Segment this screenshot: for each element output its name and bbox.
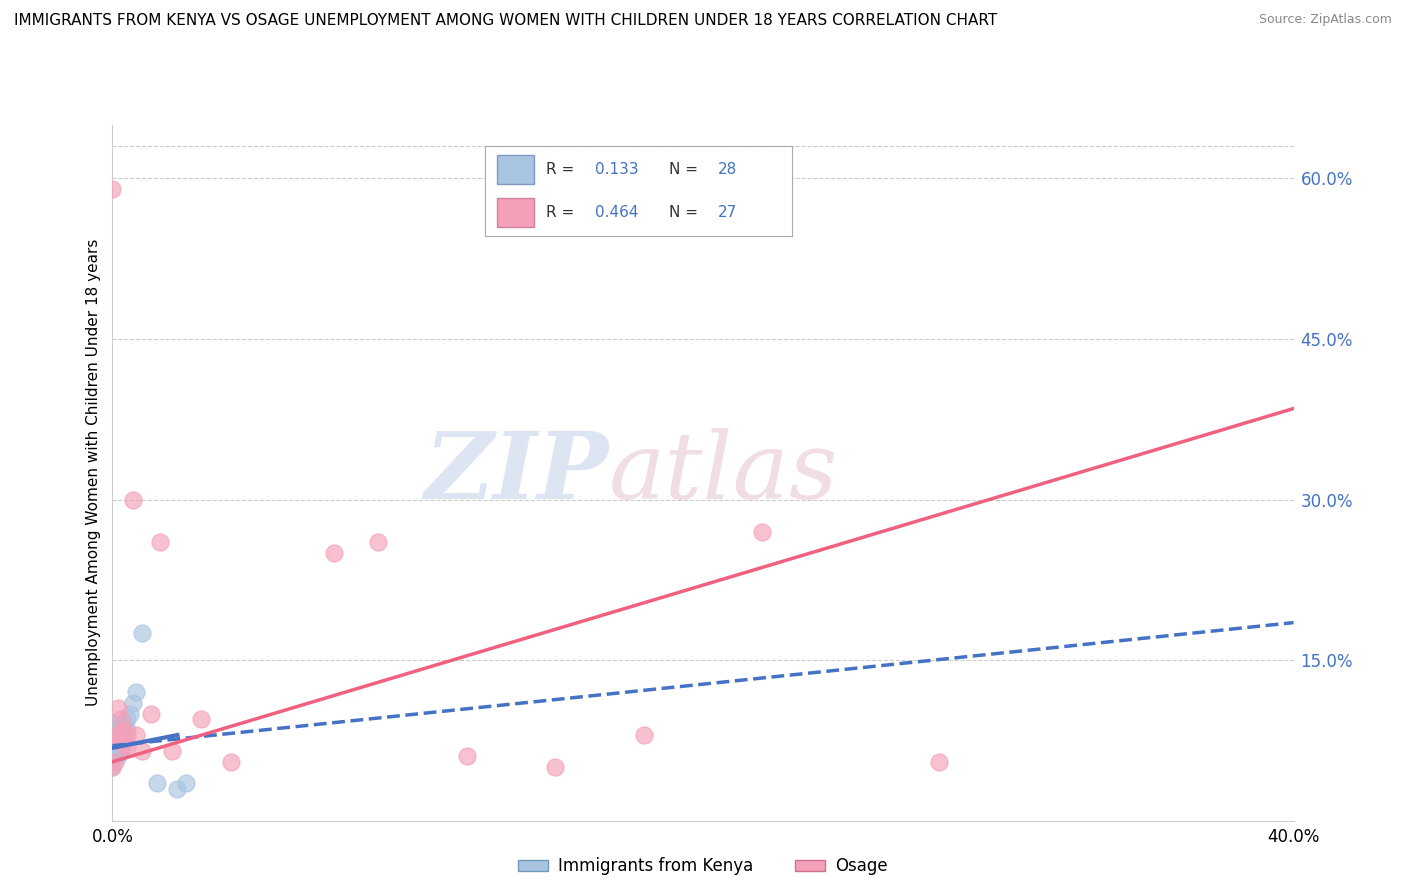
Text: 0.133: 0.133 bbox=[595, 161, 638, 177]
Point bbox=[112, 717, 135, 731]
Point bbox=[104, 733, 127, 747]
Point bbox=[166, 781, 188, 796]
Point bbox=[104, 755, 127, 769]
Text: Source: ZipAtlas.com: Source: ZipAtlas.com bbox=[1258, 13, 1392, 27]
Point bbox=[104, 723, 127, 737]
Point bbox=[101, 182, 124, 196]
Point bbox=[110, 739, 132, 753]
Point bbox=[112, 728, 135, 742]
Point bbox=[928, 755, 950, 769]
Text: atlas: atlas bbox=[609, 428, 838, 517]
Point bbox=[146, 776, 169, 790]
Point bbox=[117, 728, 138, 742]
Point bbox=[112, 739, 135, 753]
Point bbox=[107, 723, 129, 737]
Legend: Immigrants from Kenya, Osage: Immigrants from Kenya, Osage bbox=[512, 851, 894, 882]
Y-axis label: Unemployment Among Women with Children Under 18 years: Unemployment Among Women with Children U… bbox=[86, 239, 101, 706]
Point bbox=[117, 712, 138, 726]
Point bbox=[101, 739, 124, 753]
Point bbox=[323, 546, 346, 560]
Point bbox=[104, 739, 127, 753]
Point bbox=[107, 739, 129, 753]
Point bbox=[219, 755, 242, 769]
Point bbox=[190, 712, 212, 726]
Point bbox=[110, 728, 132, 742]
Point bbox=[131, 626, 153, 640]
Point bbox=[122, 696, 145, 710]
Point bbox=[117, 723, 138, 737]
Text: IMMIGRANTS FROM KENYA VS OSAGE UNEMPLOYMENT AMONG WOMEN WITH CHILDREN UNDER 18 Y: IMMIGRANTS FROM KENYA VS OSAGE UNEMPLOYM… bbox=[14, 13, 997, 29]
Text: 0.464: 0.464 bbox=[595, 205, 638, 220]
Point bbox=[101, 717, 124, 731]
Point bbox=[544, 760, 567, 774]
Point bbox=[110, 712, 132, 726]
Point bbox=[101, 760, 124, 774]
Point bbox=[117, 739, 138, 753]
Text: N =: N = bbox=[669, 161, 703, 177]
Point bbox=[120, 706, 142, 721]
Point bbox=[107, 733, 129, 747]
Point bbox=[160, 744, 183, 758]
Text: R =: R = bbox=[546, 161, 579, 177]
FancyBboxPatch shape bbox=[496, 198, 534, 227]
Point bbox=[101, 728, 124, 742]
Point bbox=[101, 749, 124, 764]
Point bbox=[122, 492, 145, 507]
Text: N =: N = bbox=[669, 205, 703, 220]
Point bbox=[101, 760, 124, 774]
Point bbox=[104, 749, 127, 764]
FancyBboxPatch shape bbox=[496, 155, 534, 184]
Text: ZIP: ZIP bbox=[425, 428, 609, 517]
Point bbox=[104, 728, 127, 742]
Text: R =: R = bbox=[546, 205, 579, 220]
Point bbox=[110, 728, 132, 742]
Point bbox=[107, 749, 129, 764]
Text: 28: 28 bbox=[718, 161, 737, 177]
Point bbox=[367, 535, 389, 549]
Point bbox=[456, 749, 478, 764]
Point bbox=[125, 728, 148, 742]
Point bbox=[107, 701, 129, 715]
Point bbox=[112, 723, 135, 737]
Point bbox=[751, 524, 773, 539]
Point bbox=[125, 685, 148, 699]
Point bbox=[633, 728, 655, 742]
Point bbox=[174, 776, 197, 790]
Point bbox=[139, 706, 162, 721]
Point bbox=[107, 733, 129, 747]
Text: 27: 27 bbox=[718, 205, 737, 220]
Point bbox=[110, 717, 132, 731]
Point bbox=[131, 744, 153, 758]
Point bbox=[149, 535, 172, 549]
Point bbox=[110, 744, 132, 758]
